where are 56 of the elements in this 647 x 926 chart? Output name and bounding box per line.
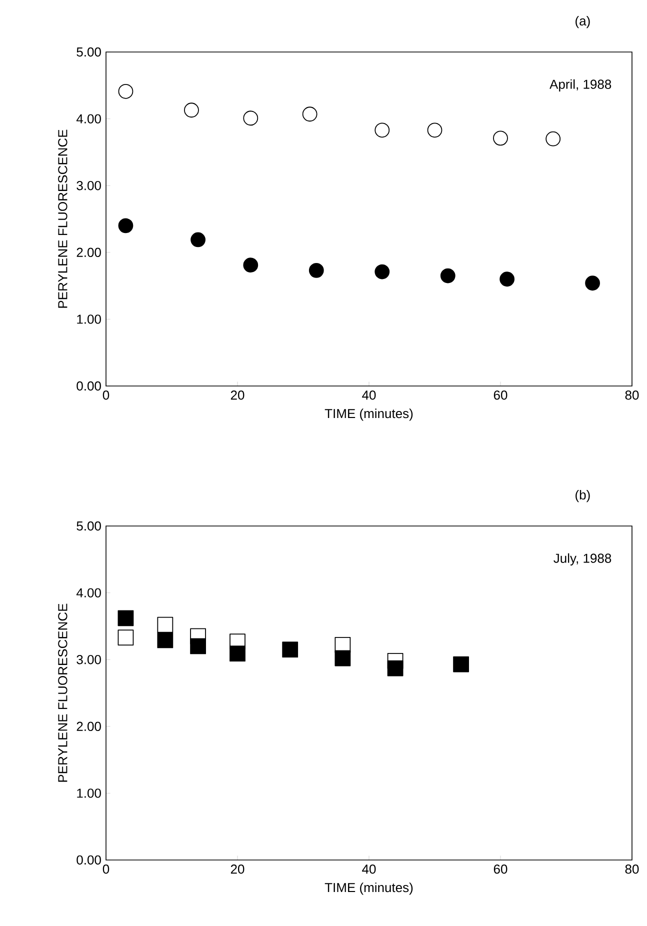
point [308, 262, 324, 278]
y-tick-label: 0.00 [76, 855, 101, 865]
x-tick-label: 40 [362, 390, 376, 400]
y-tick-label: 4.00 [76, 588, 101, 598]
point [118, 84, 134, 99]
point [230, 646, 246, 662]
chart-title: (a) [576, 16, 590, 28]
point [243, 258, 258, 273]
y-tick-label: 4.00 [76, 114, 101, 124]
x-tick-label: 20 [230, 390, 244, 400]
y-tick-label: 5.00 [76, 521, 101, 531]
annotation: July, 1988 [554, 553, 612, 566]
x-tick-label: 80 [625, 864, 639, 874]
point [190, 638, 206, 654]
y-tick-label: 1.00 [77, 314, 101, 324]
x-tick-label: 60 [494, 864, 508, 874]
point [453, 656, 469, 672]
x-tick-label: 0 [102, 390, 110, 400]
y-tick-label: 1.00 [77, 788, 101, 798]
y-axis-title: PERYLENE FLUORESCENCE [58, 130, 68, 308]
point [282, 642, 298, 658]
point [334, 650, 351, 666]
x-tick-label: 20 [230, 864, 244, 874]
point [387, 660, 404, 676]
y-tick-label: 0.00 [76, 381, 101, 391]
x-tick-label: 60 [494, 390, 508, 400]
point [243, 110, 258, 126]
point [440, 268, 456, 284]
point [546, 131, 561, 146]
annotation: April, 1988 [550, 79, 612, 92]
point [493, 130, 508, 146]
point [118, 218, 134, 234]
point [585, 276, 600, 291]
point [157, 616, 174, 633]
point [157, 632, 174, 648]
y-tick-label: 3.00 [76, 654, 101, 664]
point [118, 610, 134, 626]
chart-title: (b) [576, 490, 590, 502]
x-axis-title: TIME (minutes) [324, 882, 413, 895]
x-tick-label: 0 [102, 864, 110, 874]
point [427, 122, 442, 138]
y-tick-label: 2.00 [76, 248, 101, 257]
x-tick-label: 40 [362, 864, 376, 874]
y-tick-label: 2.00 [76, 722, 101, 731]
point [184, 102, 199, 118]
y-axis-title: PERYLENE FLUORESCENCE [58, 604, 68, 782]
point [302, 106, 318, 122]
y-tick-label: 5.00 [76, 47, 101, 57]
point [374, 122, 390, 138]
point [190, 232, 206, 248]
x-tick-label: 80 [625, 390, 639, 400]
point [374, 264, 390, 280]
point [500, 272, 515, 287]
y-tick-label: 3.00 [76, 180, 101, 190]
point [118, 630, 134, 646]
x-axis-title: TIME (minutes) [324, 408, 413, 421]
